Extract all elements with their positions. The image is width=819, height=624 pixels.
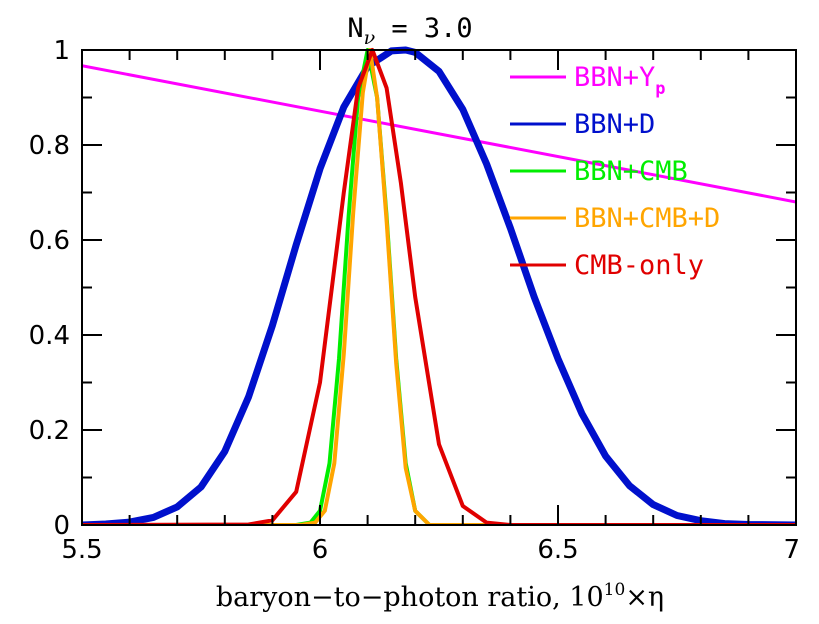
x-axis-label-text: baryon−to−photon ratio, 10 xyxy=(216,582,604,613)
series-bbn-d-line xyxy=(82,46,796,525)
tick-labels: 5.5 6 6.5 7 0 0.2 0.4 0.6 0.8 1 xyxy=(29,36,800,565)
x-axis-label-tail: ×η xyxy=(625,582,664,613)
series-bbn-cmb-line xyxy=(82,48,796,525)
y-tick-label: 0.6 xyxy=(29,226,70,256)
x-axis-label-sup: 10 xyxy=(604,580,626,600)
legend-label-bbn-d: BBN+D xyxy=(574,109,655,140)
x-tick-label: 5.5 xyxy=(61,535,102,565)
title-subscript: ν xyxy=(364,27,376,49)
plot-frame xyxy=(81,49,797,526)
x-tick-label: 6 xyxy=(312,535,329,565)
series-bbn-y-line xyxy=(82,64,796,204)
legend: BBN+Yp BBN+D BBN+CMB BBN+CMB+D CMB-only xyxy=(510,62,720,281)
legend-label-cmb-only: CMB-only xyxy=(574,250,704,281)
curves-layer xyxy=(82,46,796,525)
chart-title: Nν = 3.0 xyxy=(347,13,472,49)
y-tick-label: 0.4 xyxy=(29,321,70,351)
legend-label-bbn-y: BBN+Yp xyxy=(574,62,666,99)
plot-border xyxy=(81,49,797,526)
y-tick-label: 1 xyxy=(53,36,70,66)
y-tick-label: 0.8 xyxy=(29,131,70,161)
tick-marks xyxy=(81,49,797,526)
series-bbn-cmb-d-line xyxy=(82,48,796,525)
title-main: N xyxy=(347,13,363,44)
series-cmb-only-line xyxy=(82,48,796,525)
legend-label-bbn-cmb: BBN+CMB xyxy=(574,156,688,187)
y-tick-label: 0.2 xyxy=(29,416,70,446)
y-tick-label: 0 xyxy=(53,511,70,541)
x-tick-label: 7 xyxy=(783,535,800,565)
title-rest: = 3.0 xyxy=(375,13,473,44)
x-tick-label: 6.5 xyxy=(537,535,578,565)
x-axis-label: baryon−to−photon ratio, 1010×η xyxy=(216,580,664,613)
legend-label-bbn-cmb-d: BBN+CMB+D xyxy=(574,203,720,234)
